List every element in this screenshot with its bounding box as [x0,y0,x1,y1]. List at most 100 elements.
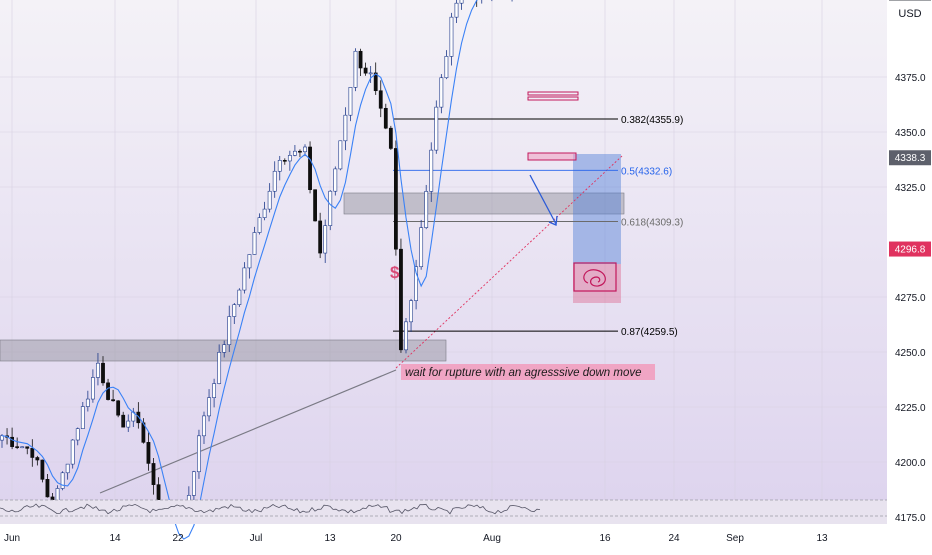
candle-body [435,107,438,150]
candle-body [66,464,69,473]
y-tick-label: 4375.0 [895,73,926,84]
candle-body [420,228,423,267]
x-tick-label: 16 [599,533,611,544]
x-tick-label: 20 [390,533,402,544]
candle-body [31,448,34,457]
candle-body [445,56,448,77]
candle-body [197,436,200,472]
candle-body [303,147,306,152]
candle-body [61,473,64,489]
candle-body [314,190,317,221]
candle-body [440,78,443,107]
fib-087-label: 0.87(4259.5) [621,327,678,338]
x-tick-label: 13 [816,533,828,544]
y-tick-label: 4275.0 [895,293,926,304]
candle-body [384,108,387,128]
signal-marker: $ [390,263,400,282]
candle-body [278,160,281,171]
candle-body [374,73,377,91]
candle-body [425,191,428,227]
candle-body [379,91,382,109]
candle-body [288,155,291,161]
x-tick-label: Sep [726,533,744,544]
candle-body [399,249,402,350]
annotation-text: wait for rupture with an agresssive down… [405,367,642,379]
fib-05-label: 0.5(4332.6) [621,166,672,177]
tag-4338-text: 4338.3 [895,153,926,164]
y-tick-label: 4225.0 [895,403,926,414]
oscillator-pane [0,500,887,524]
candle-body [298,151,301,152]
candle-body [460,0,463,3]
candle-body [430,150,433,191]
candle-body [268,191,271,209]
candle-body [409,301,412,322]
candle-body [394,148,397,249]
candle-body [41,460,44,479]
candle-body [152,463,155,484]
candle-body [364,68,367,73]
marker-rect-top [528,153,576,160]
candle-body [106,383,109,400]
candle-body [293,151,296,155]
y-tick-label: 4175.0 [895,513,926,524]
candle-body [76,429,79,440]
candle-body [273,171,276,191]
candle-body [308,147,311,190]
candle-body [218,352,221,383]
candle-body [21,447,24,448]
y-tick-label: 4200.0 [895,458,926,469]
candle-body [127,421,130,427]
candle-body [122,415,125,427]
candle-body [238,290,241,305]
candle-body [329,191,332,225]
x-tick-label: 22 [172,533,184,544]
candle-body [359,51,362,68]
candle-body [450,17,453,56]
x-tick-label: 13 [324,533,336,544]
candle-body [101,363,104,383]
candle-body [334,169,337,191]
candle-body [117,401,120,415]
candle-body [202,416,205,436]
candle-body [147,442,150,463]
candle-body [253,233,256,255]
candle-body [228,317,231,345]
candle-body [213,384,216,398]
candle-body [81,407,84,429]
currency-label: USD [898,8,921,20]
candle-body [354,51,357,87]
y-tick-label: 4350.0 [895,128,926,139]
candle-body [339,141,342,169]
candle-body [349,87,352,115]
candle-body [263,209,266,218]
y-tick-label: 4325.0 [895,183,926,194]
plot-background [0,0,887,524]
candle-body [258,218,261,233]
candle-body [248,255,251,268]
time-axis-panel[interactable] [0,524,887,550]
candle-body [192,472,195,496]
fib-0382-label: 0.382(4355.9) [621,115,683,126]
candle-body [223,345,226,353]
fib-0618-label: 0.618(4309.3) [621,218,683,229]
candle-body [71,440,74,464]
candle-body [207,398,210,416]
candle-body [36,457,39,460]
x-tick-label: 24 [668,533,680,544]
candle-body [112,400,115,401]
x-tick-label: Aug [483,533,501,544]
candle-body [404,322,407,350]
candle-body [46,479,49,497]
candle-body [344,115,347,141]
candle-body [91,377,94,399]
candle-body [389,128,392,148]
candle-body [369,73,372,74]
x-tick-label: Jun [4,533,20,544]
candle-body [16,447,19,448]
candle-body [26,447,29,449]
candle-body [233,305,236,317]
candle-body [283,160,286,161]
